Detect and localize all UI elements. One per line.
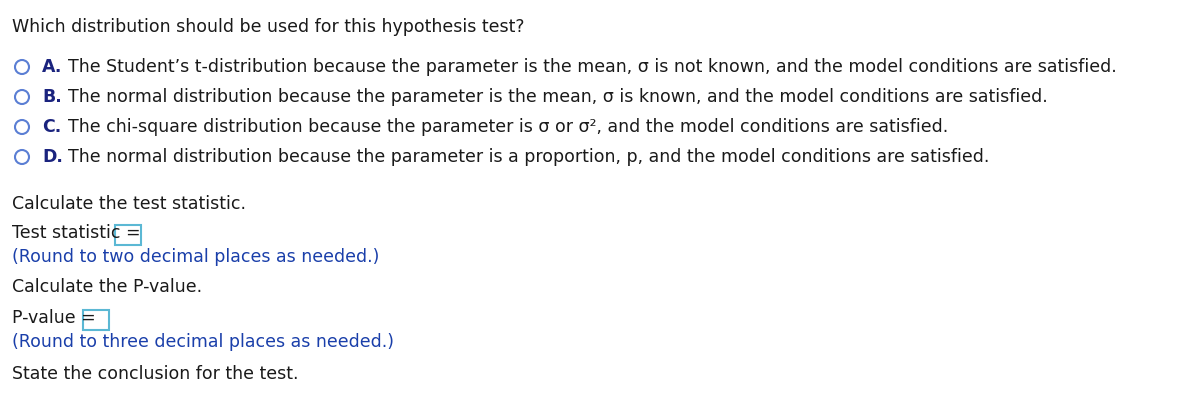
Text: Calculate the test statistic.: Calculate the test statistic. xyxy=(12,195,246,213)
Text: The normal distribution because the parameter is the mean, σ is known, and the m: The normal distribution because the para… xyxy=(68,88,1048,106)
Text: B.: B. xyxy=(42,88,61,106)
Text: C.: C. xyxy=(42,118,61,136)
Text: Which distribution should be used for this hypothesis test?: Which distribution should be used for th… xyxy=(12,18,524,36)
Text: The chi-square distribution because the parameter is σ or σ², and the model cond: The chi-square distribution because the … xyxy=(68,118,948,136)
Text: State the conclusion for the test.: State the conclusion for the test. xyxy=(12,365,299,383)
Text: Test statistic =: Test statistic = xyxy=(12,224,146,242)
Text: Calculate the P-value.: Calculate the P-value. xyxy=(12,278,202,296)
Text: D.: D. xyxy=(42,148,62,166)
Text: The normal distribution because the parameter is a proportion, p, and the model : The normal distribution because the para… xyxy=(68,148,989,166)
Text: The Student’s t-distribution because the parameter is the mean, σ is not known, : The Student’s t-distribution because the… xyxy=(68,58,1117,76)
Text: P-value =: P-value = xyxy=(12,309,101,327)
Text: A.: A. xyxy=(42,58,62,76)
Text: (Round to two decimal places as needed.): (Round to two decimal places as needed.) xyxy=(12,248,379,266)
Text: (Round to three decimal places as needed.): (Round to three decimal places as needed… xyxy=(12,333,394,351)
